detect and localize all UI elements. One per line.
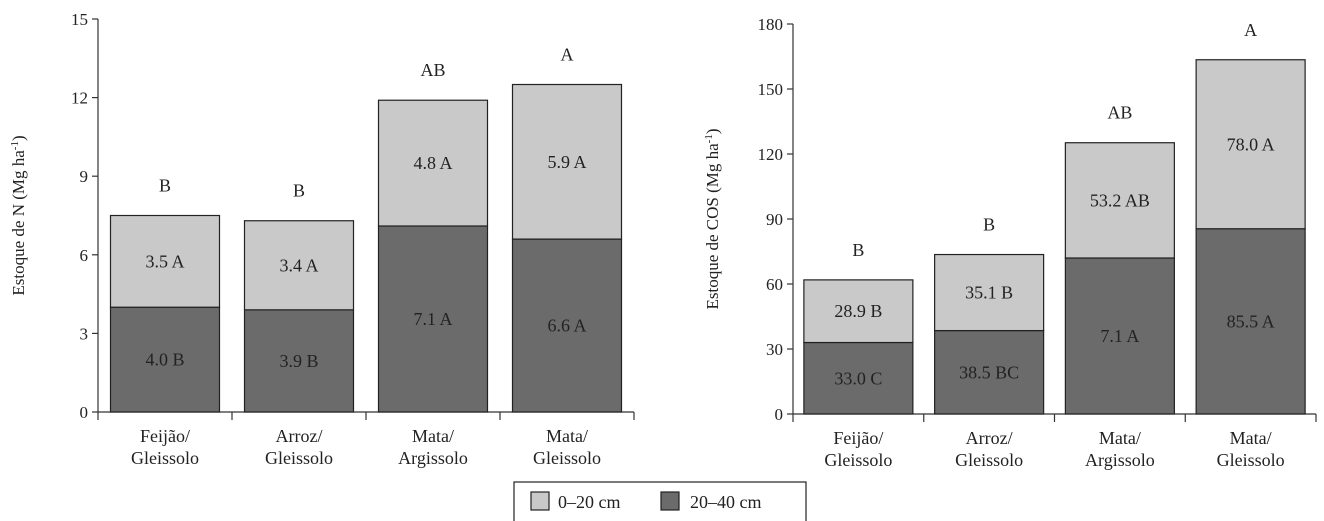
total-significance-label: B [852, 240, 864, 260]
bar-value-label: 3.5 A [145, 251, 184, 271]
bar-segment [803, 279, 914, 344]
total-significance-label: B [293, 181, 305, 201]
bar-value-label: 7.1 A [413, 309, 452, 329]
chart-cos-stock: 0 30 60 90 120 150 180 33.0 C 28.9 B B Feijão/Glei… [703, 15, 1317, 470]
bar-segment [109, 214, 221, 308]
y-tick-label: 60 [766, 275, 783, 294]
y-tick-label: 3 [80, 324, 89, 343]
bar-value-label: 35.1 B [965, 283, 1013, 303]
y-axis-title: Estoque de N (Mg ha-1) [9, 135, 28, 295]
legend-box [513, 481, 807, 521]
x-category-label: Mata/Argissolo [398, 426, 468, 468]
total-significance-label: B [159, 176, 171, 196]
y-tick-label: 15 [71, 10, 88, 29]
bar-value-label: 53.2 AB [1090, 190, 1150, 210]
y-tick-label: 90 [766, 210, 783, 229]
legend-label: 20–40 cm [690, 492, 762, 512]
y-tick-label: 6 [80, 246, 89, 265]
bar-segment [1064, 257, 1175, 415]
bar-segment [243, 309, 355, 413]
x-category-label: Mata/Gleissolo [1217, 428, 1285, 470]
bar-segment [511, 238, 623, 413]
bar-value-label: 33.0 C [834, 368, 882, 388]
bar-value-label: 3.4 A [279, 255, 318, 275]
x-category-label: Arroz/Gleissolo [265, 426, 333, 468]
bar-value-label: 5.9 A [547, 152, 586, 172]
x-category-label: Feijão/Gleissolo [131, 426, 199, 468]
bar-segment [511, 83, 623, 240]
total-significance-label: AB [1107, 103, 1132, 123]
legend: 0–20 cm 20–40 cm [513, 481, 807, 521]
bar-value-label: 78.0 A [1227, 134, 1275, 154]
y-tick-label: 120 [758, 145, 784, 164]
bar-value-label: 6.6 A [547, 316, 586, 336]
total-significance-label: A [561, 45, 574, 65]
bar-value-label: 3.9 B [279, 351, 318, 371]
bar-segment [934, 253, 1045, 332]
bar-segment [377, 99, 489, 227]
bar-value-label: 38.5 BC [959, 362, 1019, 382]
x-category-label: Mata/Gleissolo [533, 426, 601, 468]
x-category-label: Arroz/Gleissolo [955, 428, 1023, 470]
bar-value-label: 7.1 A [1100, 326, 1139, 346]
bar-segment [377, 225, 489, 413]
bar-segment [1195, 59, 1306, 230]
y-tick-label: 180 [758, 15, 784, 34]
bar-segment [109, 306, 221, 413]
y-axis-title: Estoque de COS (Mg ha-1) [703, 128, 722, 309]
y-tick-label: 30 [766, 340, 783, 359]
bar-segment [243, 220, 355, 311]
bar-segment [803, 341, 914, 415]
x-category-label: Feijão/Gleissolo [824, 428, 892, 470]
bar-segment [1064, 142, 1175, 259]
total-significance-label: B [983, 215, 995, 235]
bar-segment [934, 329, 1045, 415]
y-tick-label: 0 [80, 403, 89, 422]
y-tick-label: 9 [80, 167, 89, 186]
total-significance-label: AB [420, 60, 445, 80]
bar-value-label: 4.8 A [413, 153, 452, 173]
bar-segment [1195, 228, 1306, 415]
bar-value-label: 85.5 A [1227, 311, 1275, 331]
bar-value-label: 28.9 B [834, 301, 882, 321]
legend-label: 0–20 cm [558, 492, 621, 512]
x-category-label: Mata/Argissolo [1085, 428, 1155, 470]
legend-swatch [530, 491, 550, 511]
total-significance-label: A [1244, 20, 1257, 40]
y-tick-label: 0 [775, 405, 784, 424]
bar-value-label: 4.0 B [145, 350, 184, 370]
y-tick-label: 150 [758, 80, 784, 99]
y-tick-label: 12 [71, 89, 88, 108]
legend-swatch [660, 491, 680, 511]
chart-n-stock: 0 3 6 9 12 15 4.0 B 3.5 A B Feijão/Gleissolo 3.9 B… [9, 10, 635, 468]
